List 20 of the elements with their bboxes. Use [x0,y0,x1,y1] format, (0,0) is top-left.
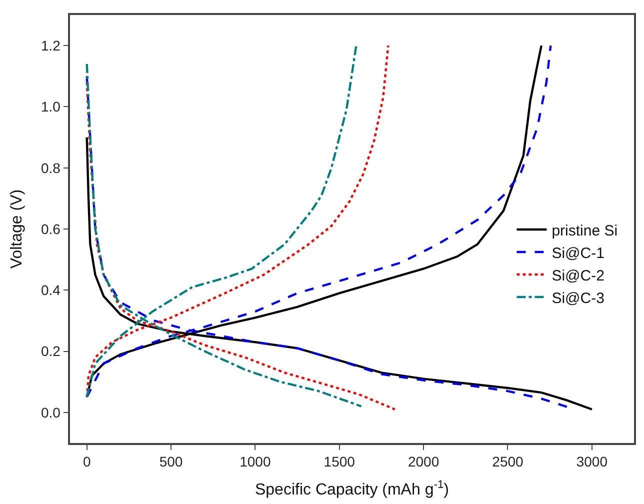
y-tick-label: 1.0 [40,98,61,115]
legend-label: Si@C-1 [552,244,604,262]
y-tick-label: 0.2 [40,343,61,360]
x-tick-label: 1000 [240,454,271,470]
x-tick-label: 2500 [492,454,524,470]
y-axis-title: Voltage (V) [8,189,26,269]
x-axis-title: Specific Capacity (mAh g$^{-1}$) [254,479,450,499]
y-tick-label: 1.2 [40,37,61,54]
y-tick-label: 0.8 [40,160,61,176]
y-tick-label: 0.6 [40,220,61,237]
legend-label: Si@C-2 [552,267,604,284]
x-tick-label: 500 [159,454,183,470]
legend-label: pristine Si [552,222,618,240]
legend-label: Si@C-3 [552,290,604,307]
x-tick-label: 2000 [408,454,440,470]
y-tick-label: 0.0 [40,404,61,420]
x-tick-label: 1500 [324,454,356,470]
x-tick-label: 3000 [576,454,608,470]
y-tick-label: 0.4 [40,282,61,298]
x-tick-label: 0 [82,454,91,470]
